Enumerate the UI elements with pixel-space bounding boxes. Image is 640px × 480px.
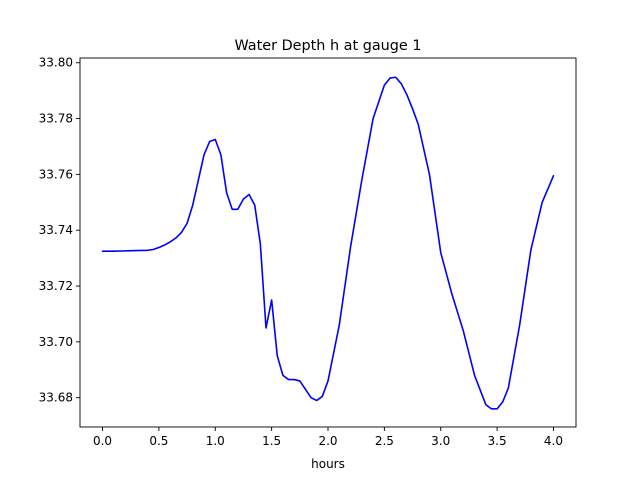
y-tick-label: 33.70 [39,335,73,349]
x-tick-label: 0.5 [149,434,168,448]
x-tick-label: 3.0 [431,434,450,448]
x-tick-label: 3.5 [488,434,507,448]
x-tick-label: 1.0 [206,434,225,448]
y-axis: 33.68 33.70 33.72 33.74 33.76 33.78 33.80 [39,56,80,405]
x-tick-label: 0.0 [93,434,112,448]
y-tick-label: 33.72 [39,279,73,293]
x-tick-label: 4.0 [544,434,563,448]
x-axis-label: hours [311,457,345,471]
chart-title: Water Depth h at gauge 1 [234,38,421,54]
y-tick-label: 33.80 [39,56,73,70]
y-tick-label: 33.68 [39,391,73,405]
y-tick-label: 33.76 [39,167,73,181]
x-tick-label: 1.5 [262,434,281,448]
x-tick-label: 2.5 [375,434,394,448]
y-tick-label: 33.78 [39,112,73,126]
x-axis: 0.0 0.5 1.0 1.5 2.0 2.5 3.0 3.5 4.0 [93,427,563,448]
y-tick-label: 33.74 [39,223,73,237]
series-line-0 [101,76,555,410]
x-tick-label: 2.0 [318,434,337,448]
